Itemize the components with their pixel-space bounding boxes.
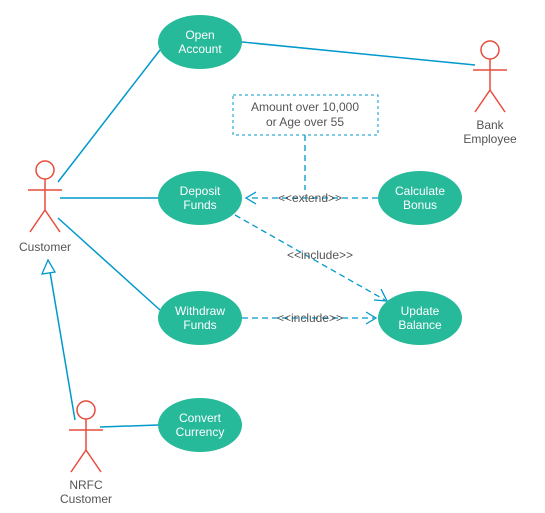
customer-label: Customer [19,240,71,254]
usecase-withdraw-funds: Withdraw Funds [158,291,242,345]
nrfc-label2: Customer [60,492,112,506]
assoc-customer-open [58,50,160,182]
nrfc-label1: NRFC [69,478,103,492]
svg-text:Bonus: Bonus [403,198,437,212]
svg-text:Funds: Funds [183,198,216,212]
svg-text:Deposit: Deposit [180,184,221,198]
svg-text:Account: Account [178,42,222,56]
extend-label: <<extend>> [278,191,342,205]
usecase-convert-currency: Convert Currency [158,398,242,452]
svg-text:Calculate: Calculate [395,184,445,198]
svg-text:Withdraw: Withdraw [175,304,225,318]
include1-label: <<include>> [287,248,353,262]
svg-text:Currency: Currency [176,425,225,439]
actor-nrfc-customer: NRFC Customer [60,401,112,506]
assoc-nrfc-convert [100,425,158,427]
assoc-open-bank [242,42,475,65]
svg-text:Balance: Balance [398,318,442,332]
svg-text:Convert: Convert [179,411,222,425]
gen-nrfc-customer [48,260,75,420]
actor-bank-employee: Bank Employee [463,41,517,146]
usecase-calculate-bonus: Calculate Bonus [378,171,462,225]
usecase-update-balance: Update Balance [378,291,462,345]
svg-text:Funds: Funds [183,318,216,332]
svg-text:Update: Update [401,304,440,318]
include2-label: <<include>> [277,311,343,325]
bank-label1: Bank [476,118,504,132]
svg-text:Open: Open [185,28,214,42]
usecase-diagram: Deposit Funds (dashed, arrow toward Depo… [0,0,545,513]
gen-arrow-head [42,260,55,274]
assoc-customer-withdraw [58,218,160,310]
usecase-deposit-funds: Deposit Funds [158,171,242,225]
bank-label2: Employee [463,132,517,146]
note-line2: or Age over 55 [266,115,344,129]
note-line1: Amount over 10,000 [251,100,359,114]
usecase-open-account: Open Account [158,15,242,69]
